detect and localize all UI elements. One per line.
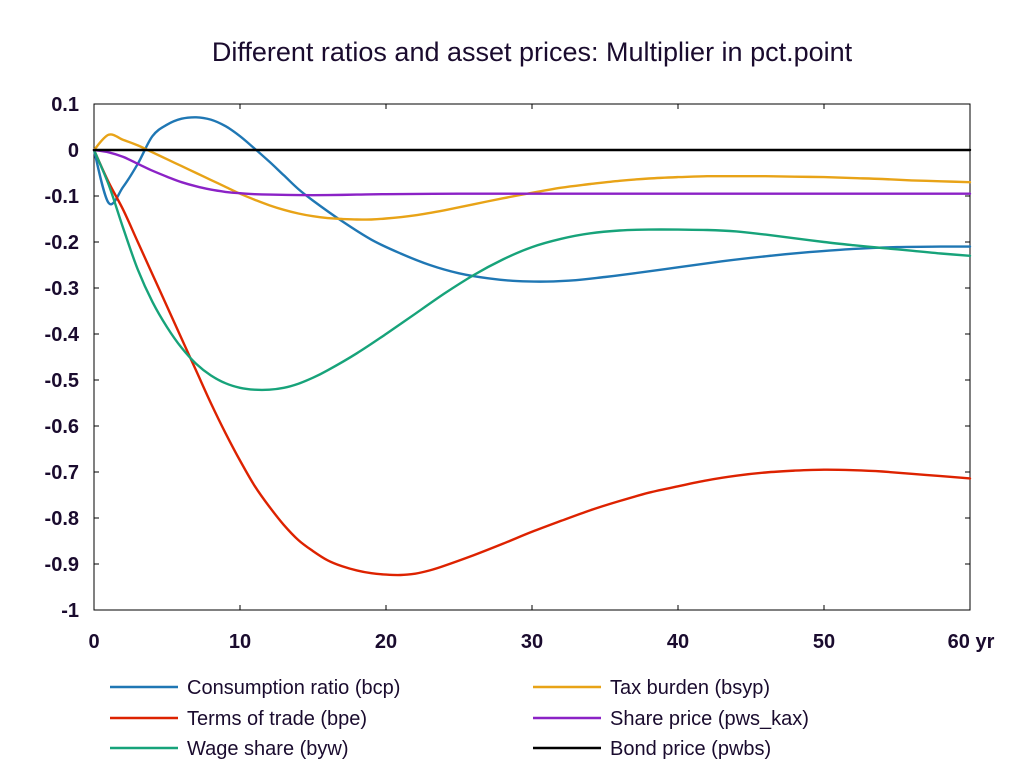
series-line-wage-share-byw [92, 148, 972, 392]
legend-label-wage-share-byw: Wage share (byw) [187, 738, 349, 760]
legend-label-terms-of-trade-bpe: Terms of trade (bpe) [187, 708, 367, 730]
x-tick-label: 20 [375, 631, 397, 653]
y-tick-label: -0.7 [45, 462, 79, 484]
series-line-consumption-ratio-bcp [92, 116, 972, 283]
y-tick-label: -0.8 [45, 508, 79, 530]
y-tick-label: -0.6 [45, 416, 79, 438]
x-tick-label: 60 yr [948, 631, 995, 653]
legend: Consumption ratio (bcp) Terms of trade (b… [110, 677, 809, 760]
legend-label-bond-price-pwbs: Bond price (pwbs) [610, 738, 771, 760]
y-tick-label: -0.2 [45, 232, 79, 254]
y-tick-label: -0.1 [45, 186, 79, 208]
y-tick-label: -1 [61, 600, 79, 622]
series-line-terms-of-trade-bpe [92, 148, 972, 577]
legend-label-tax-burden-bsyp: Tax burden (bsyp) [610, 677, 770, 699]
y-tick-label: -0.4 [45, 324, 80, 346]
x-tick-label: 10 [229, 631, 251, 653]
legend-label-share-price-pws-kax: Share price (pws_kax) [610, 708, 809, 730]
x-tick-label: 30 [521, 631, 543, 653]
x-tick-label: 0 [88, 631, 99, 653]
y-tick-label: 0.1 [51, 94, 79, 116]
legend-label-consumption-ratio-bcp: Consumption ratio (bcp) [187, 677, 400, 699]
y-tick-label: -0.9 [45, 554, 79, 576]
plot-area: 0.1 0 -0.1 -0.2 -0.3 -0.4 -0.5 -0.6 -0.7 -0.8 -0.9… [45, 94, 995, 653]
series-line-share-price-pws-kax [92, 148, 972, 197]
y-tick-label: -0.5 [45, 370, 79, 392]
chart-title: Different ratios and asset prices: Multi… [212, 37, 853, 67]
plot-frame [93, 103, 971, 611]
y-tick-label: -0.3 [45, 278, 79, 300]
x-tick-label: 50 [813, 631, 835, 653]
y-tick-label: 0 [68, 140, 79, 162]
x-tick-label: 40 [667, 631, 689, 653]
series-line-tax-burden-bsyp [92, 133, 972, 221]
